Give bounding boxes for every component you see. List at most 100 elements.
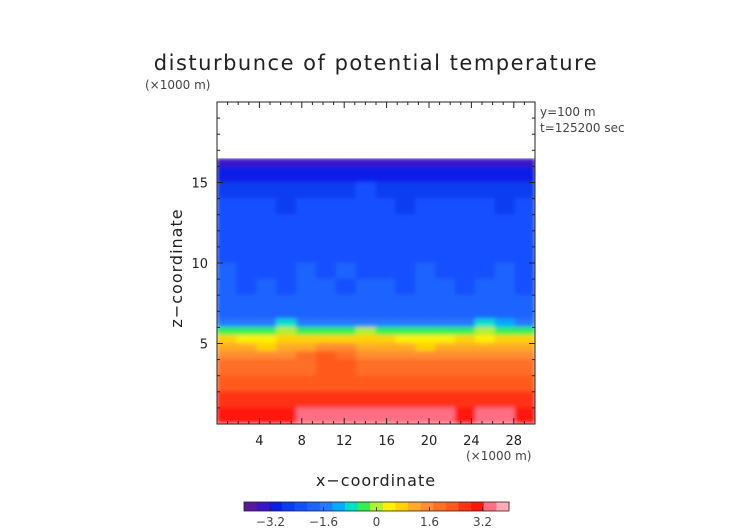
chart-title: disturbunce of potential temperature: [154, 51, 598, 75]
heatmap-cell: [315, 246, 337, 264]
heatmap-cell: [474, 391, 496, 409]
heatmap-cell: [315, 326, 337, 336]
heatmap-cell: [474, 246, 496, 264]
heatmap-cell: [494, 294, 516, 312]
heatmap-cell: [474, 165, 496, 183]
heatmap-cell: [315, 182, 337, 200]
heatmap-cell: [355, 375, 377, 393]
heatmap-cell: [315, 165, 337, 183]
heatmap-cell: [296, 334, 317, 344]
heatmap-cell: [315, 198, 337, 216]
heatmap-cell: [514, 310, 535, 320]
heatmap-cell: [375, 351, 397, 361]
heatmap-cell: [395, 391, 417, 409]
colorbar-swatch: [420, 502, 434, 511]
heatmap-cell: [514, 165, 535, 183]
heatmap-cell: [355, 351, 377, 361]
heatmap-cell: [256, 391, 278, 409]
heatmap-cell: [315, 359, 337, 377]
heatmap-cell: [455, 375, 476, 393]
heatmap-cell: [315, 157, 337, 167]
heatmap-cell: [514, 214, 535, 232]
heatmap-cell: [474, 407, 496, 424]
heatmap-cell: [435, 262, 456, 280]
heatmap-cell: [296, 407, 317, 424]
heatmap-cell: [256, 310, 278, 320]
heatmap-cell: [315, 214, 337, 232]
heatmap-cell: [474, 343, 496, 353]
heatmap-cell: [355, 334, 377, 344]
heatmap-cell: [415, 214, 437, 232]
heatmap-cell: [494, 182, 516, 200]
heatmap-cell: [474, 198, 496, 216]
heatmap-cell: [236, 165, 258, 183]
heatmap-cell: [315, 391, 337, 409]
heatmap-cell: [335, 318, 357, 328]
heatmap-cell: [474, 318, 496, 328]
heatmap-cell: [455, 165, 476, 183]
heatmap-cell: [335, 375, 357, 393]
colorbar-swatch: [357, 502, 371, 511]
heatmap-cell: [514, 407, 535, 424]
heatmap-cell: [217, 278, 238, 296]
heatmap-cell: [395, 375, 417, 393]
heatmap-cell: [455, 230, 476, 248]
heatmap-cell: [217, 230, 238, 248]
heatmap-cell: [315, 230, 337, 248]
colorbar-swatch: [382, 502, 396, 511]
heatmap-cell: [217, 407, 238, 424]
colorbar-swatch: [471, 502, 485, 511]
colorbar-tick-label: −1.6: [309, 515, 338, 529]
heatmap-cell: [395, 343, 417, 353]
heatmap-cell: [217, 318, 238, 328]
heatmap-cell: [276, 343, 297, 353]
heatmap-cell: [514, 157, 535, 167]
heatmap-cell: [236, 294, 258, 312]
heatmap-cell: [474, 351, 496, 361]
heatmap-cell: [335, 230, 357, 248]
colorbar-swatch: [458, 502, 472, 511]
heatmap-cell: [296, 214, 317, 232]
heatmap-cell: [315, 351, 337, 361]
heatmap-cell: [236, 375, 258, 393]
heatmap-cell: [236, 391, 258, 409]
heatmap-cell: [494, 310, 516, 320]
heatmap-cell: [514, 246, 535, 264]
heatmap-cell: [315, 310, 337, 320]
heatmap-cell: [514, 359, 535, 377]
colorbar-swatch: [256, 502, 270, 511]
heatmap-cell: [276, 157, 297, 167]
heatmap-cell: [256, 351, 278, 361]
heatmap-cell: [435, 230, 456, 248]
heatmap-cell: [296, 391, 317, 409]
heatmap-cell: [236, 182, 258, 200]
heatmap-cell: [276, 230, 297, 248]
heatmap-cell: [355, 359, 377, 377]
heatmap-cell: [256, 246, 278, 264]
heatmap-cell: [435, 310, 456, 320]
heatmap-cell: [415, 230, 437, 248]
heatmap-cell: [395, 278, 417, 296]
heatmap-cell: [236, 359, 258, 377]
heatmap-cell: [355, 165, 377, 183]
heatmap-cell: [435, 407, 456, 424]
heatmap-cell: [217, 262, 238, 280]
heatmap-cell: [296, 351, 317, 361]
heatmap-cell: [217, 375, 238, 393]
heatmap-cell: [296, 294, 317, 312]
heatmap-cell: [375, 407, 397, 424]
heatmap-cell: [276, 351, 297, 361]
heatmap-cell: [315, 343, 337, 353]
heatmap-cell: [355, 310, 377, 320]
heatmap-cell: [455, 359, 476, 377]
z-unit-label: (×1000 m): [145, 78, 210, 92]
heatmap-cell: [296, 359, 317, 377]
heatmap-cell: [514, 278, 535, 296]
heatmap-cell: [236, 262, 258, 280]
heatmap-cell: [355, 294, 377, 312]
x-tick-label: 28: [506, 434, 523, 449]
colorbar-swatch: [483, 502, 497, 511]
heatmap-cell: [435, 278, 456, 296]
heatmap-cell: [256, 334, 278, 344]
heatmap-cell: [375, 214, 397, 232]
